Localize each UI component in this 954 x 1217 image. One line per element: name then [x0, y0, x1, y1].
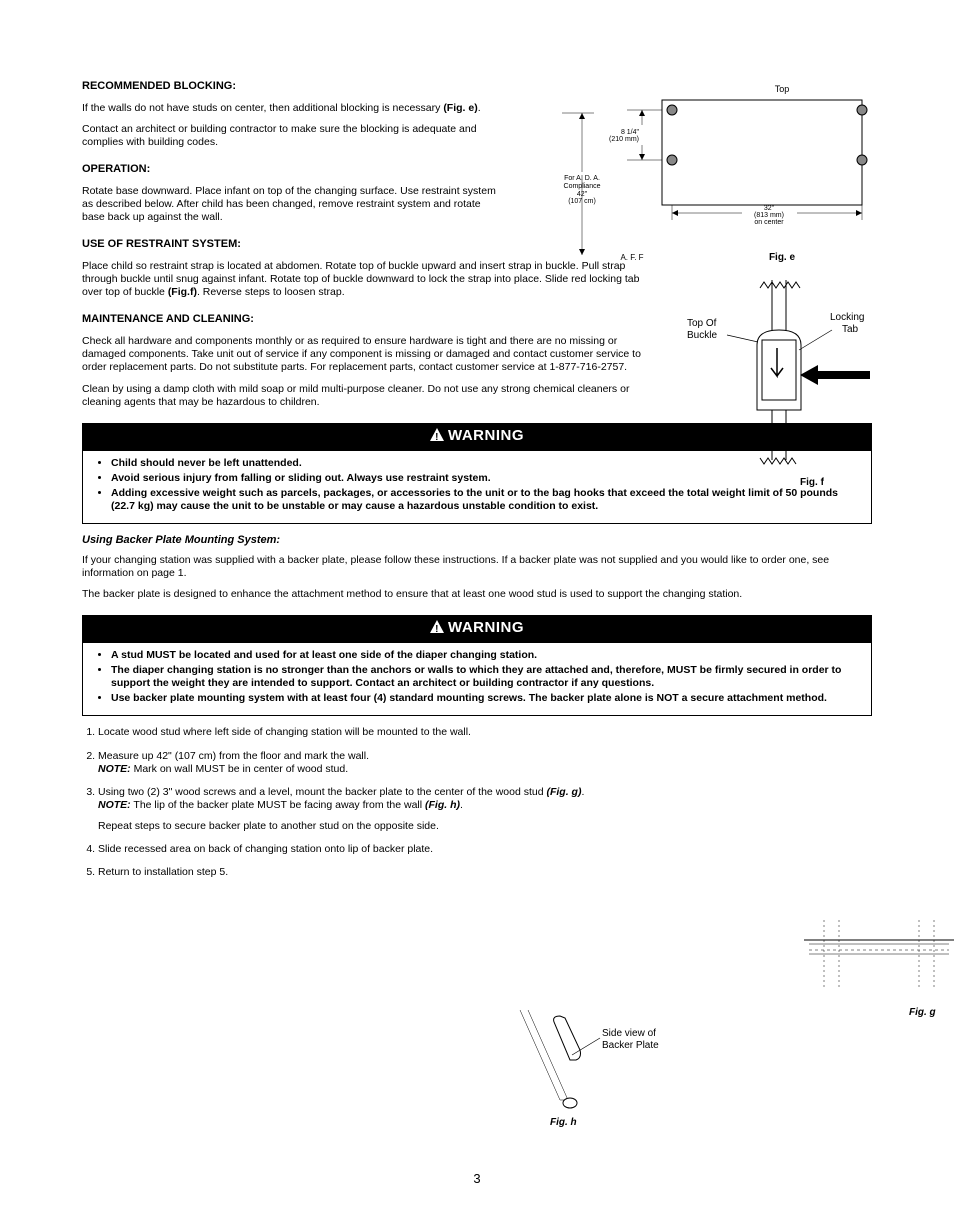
svg-text:Tab: Tab [842, 324, 859, 335]
svg-text:!: ! [435, 432, 439, 441]
svg-text:Top: Top [775, 84, 790, 94]
svg-text:For A. D. A.: For A. D. A. [564, 175, 600, 182]
svg-text:(210 mm): (210 mm) [609, 136, 639, 143]
svg-text:Compliance: Compliance [564, 183, 601, 190]
svg-text:on center: on center [754, 219, 784, 226]
svg-text:Fig. e: Fig. e [769, 252, 796, 263]
svg-text:42": 42" [577, 191, 588, 198]
heading-blocking: RECOMMENDED BLOCKING: [82, 80, 502, 94]
step-2: Measure up 42" (107 cm) from the floor a… [98, 750, 592, 776]
svg-text:Backer Plate: Backer Plate [602, 1040, 659, 1051]
svg-text:32": 32" [764, 205, 775, 212]
svg-text:Side view of: Side view of [602, 1028, 656, 1039]
maintenance-p2: Clean by using a damp cloth with mild so… [82, 383, 662, 409]
svg-text:A. F. F: A. F. F [620, 253, 643, 262]
svg-text:Fig. g: Fig. g [909, 1007, 936, 1018]
svg-text:Fig. f: Fig. f [800, 477, 825, 488]
warn2-item: The diaper changing station is no strong… [111, 664, 861, 690]
section-blocking: RECOMMENDED BLOCKING: If the walls do no… [82, 80, 502, 149]
svg-text:!: ! [435, 624, 439, 633]
figure-f: Top Of Buckle Locking Tab Fig. f [682, 280, 872, 504]
section-backerplate: Using Backer Plate Mounting System: If y… [82, 534, 872, 601]
warn2-item: A stud MUST be located and used for at l… [111, 649, 861, 662]
operation-p1: Rotate base downward. Place infant on to… [82, 185, 502, 224]
warn2-item: Use backer plate mounting system with at… [111, 692, 861, 705]
install-steps: Locate wood stud where left side of chan… [82, 726, 592, 879]
heading-operation: OPERATION: [82, 163, 502, 177]
blocking-p1: If the walls do not have studs on center… [82, 102, 502, 115]
warning-box-2: !WARNING A stud MUST be located and used… [82, 615, 872, 716]
section-operation: OPERATION: Rotate base downward. Place i… [82, 163, 502, 224]
figure-h-svg: Side view of Backer Plate Fig. h [510, 1000, 770, 1130]
page-number: 3 [0, 1171, 954, 1187]
backerplate-p1: If your changing station was supplied wi… [82, 554, 872, 580]
maintenance-p1: Check all hardware and components monthl… [82, 335, 662, 374]
step-1: Locate wood stud where left side of chan… [98, 726, 592, 739]
warning-icon: ! [430, 620, 444, 633]
warning-header-2: !WARNING [83, 616, 871, 643]
svg-text:Fig. h: Fig. h [550, 1117, 577, 1128]
heading-maintenance: MAINTENANCE AND CLEANING: [82, 313, 662, 327]
step-5: Return to installation step 5. [98, 866, 592, 879]
figure-e-svg: Top 8 1/4" (210 mm) 32" (813 mm) on c [532, 80, 872, 270]
step-4: Slide recessed area on back of changing … [98, 843, 592, 856]
figure-h: Side view of Backer Plate Fig. h [510, 1000, 770, 1134]
heading-backerplate: Using Backer Plate Mounting System: [82, 534, 872, 548]
svg-text:Locking: Locking [830, 312, 864, 323]
backerplate-p2: The backer plate is designed to enhance … [82, 588, 872, 601]
step-3: Using two (2) 3" wood screws and a level… [98, 786, 592, 833]
figure-g-svg: Fig. g [804, 910, 954, 1020]
svg-text:Buckle: Buckle [687, 330, 717, 341]
figure-f-svg: Top Of Buckle Locking Tab Fig. f [682, 280, 872, 500]
section-maintenance: MAINTENANCE AND CLEANING: Check all hard… [82, 313, 662, 408]
figure-e: Top 8 1/4" (210 mm) 32" (813 mm) on c [532, 80, 872, 274]
figure-g: Fig. g [804, 910, 954, 1024]
svg-text:8 1/4": 8 1/4" [621, 129, 640, 136]
svg-text:Top Of: Top Of [687, 318, 717, 329]
warning-icon: ! [430, 428, 444, 441]
svg-text:(813 mm): (813 mm) [754, 212, 784, 219]
svg-text:(107 cm): (107 cm) [568, 198, 596, 205]
blocking-p2: Contact an architect or building contrac… [82, 123, 502, 149]
